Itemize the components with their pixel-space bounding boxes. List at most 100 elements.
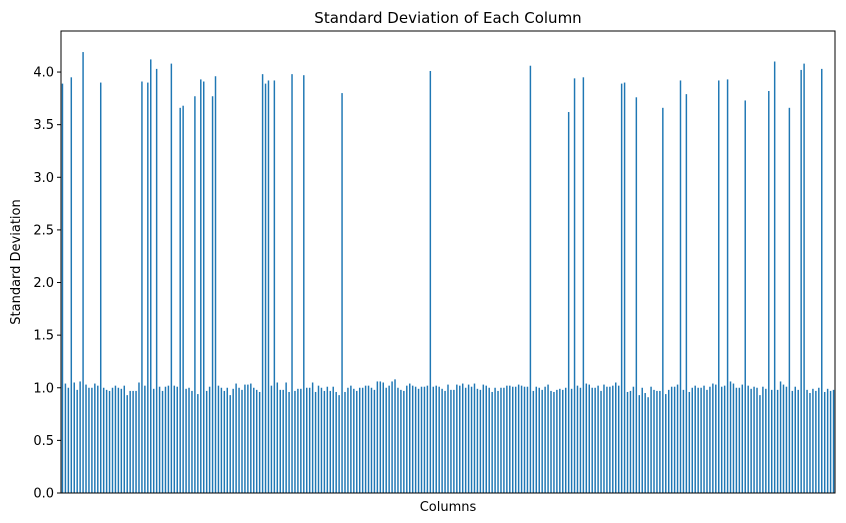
bar [491, 391, 493, 493]
bar [385, 387, 387, 493]
bar [235, 383, 237, 493]
bar [576, 385, 579, 493]
bar [768, 90, 770, 494]
bar [559, 388, 561, 493]
bar [570, 388, 573, 493]
bar [129, 390, 131, 493]
bar [120, 388, 123, 493]
bar [715, 384, 717, 493]
bar [444, 390, 446, 493]
bar [632, 386, 635, 493]
bar [821, 68, 823, 493]
bar [261, 74, 264, 494]
bar [670, 386, 673, 493]
bar [244, 384, 246, 493]
bar [376, 381, 379, 493]
bar [303, 75, 305, 493]
bar [785, 386, 788, 493]
bar [70, 77, 73, 493]
bar [276, 382, 279, 493]
bar [144, 385, 146, 493]
bar [247, 384, 249, 493]
bar [662, 107, 664, 493]
bar [258, 391, 261, 493]
bar [191, 390, 193, 493]
bar [426, 385, 429, 493]
y-tick-label: 0.5 [33, 434, 54, 449]
bar [450, 389, 452, 493]
bar [726, 79, 729, 493]
bar [332, 386, 334, 493]
bar [685, 94, 688, 493]
bar [353, 388, 355, 493]
bar [644, 393, 646, 493]
bar [338, 395, 340, 493]
bar [629, 390, 632, 493]
bar [253, 387, 255, 493]
bar [482, 384, 485, 493]
bar [441, 388, 443, 493]
bar [600, 390, 602, 493]
bar [650, 386, 652, 493]
bar [459, 385, 461, 493]
bar [488, 387, 490, 493]
bar [562, 389, 564, 493]
y-tick-label: 2.0 [33, 276, 54, 291]
bar [211, 96, 214, 493]
bar [167, 385, 170, 493]
bar [85, 384, 87, 493]
bar [288, 391, 290, 493]
bar [423, 386, 426, 493]
bar [782, 384, 785, 493]
bar [341, 93, 343, 493]
bar [756, 387, 758, 493]
bar [411, 385, 414, 493]
bar [656, 390, 658, 493]
bar [420, 386, 423, 493]
bar [706, 389, 708, 493]
bar [223, 390, 226, 493]
bar [194, 96, 196, 493]
bar [356, 390, 358, 493]
bar [79, 381, 81, 493]
bar [91, 387, 93, 493]
bar [617, 385, 620, 493]
bar [403, 390, 405, 493]
bar [773, 61, 776, 494]
bar [267, 80, 270, 494]
bar [447, 384, 449, 493]
bar [350, 385, 352, 493]
bar [479, 389, 482, 493]
bar [647, 397, 649, 493]
bar [464, 387, 467, 493]
bar [382, 382, 384, 493]
bar [709, 386, 711, 493]
bar [718, 80, 720, 494]
x-axis-label: Columns [420, 500, 477, 515]
bar [812, 388, 814, 493]
chart-title: Standard Deviation of Each Column [314, 9, 581, 27]
y-tick-label: 3.5 [33, 118, 54, 133]
bar [367, 385, 370, 493]
bar [823, 391, 826, 493]
bar [550, 390, 552, 493]
bar [470, 386, 473, 493]
bar [494, 387, 496, 493]
bar [429, 70, 432, 494]
bar [512, 386, 514, 493]
y-tick-label: 4.0 [33, 66, 54, 81]
bar [506, 385, 508, 493]
bar [255, 389, 258, 493]
bar [250, 383, 252, 493]
bar [797, 389, 799, 493]
bar [108, 390, 111, 493]
bar [97, 385, 99, 493]
bar [188, 387, 190, 493]
bar [99, 82, 102, 493]
bar [311, 382, 314, 493]
bar [691, 387, 693, 493]
bar [147, 82, 149, 493]
bar [270, 385, 273, 493]
bar [497, 390, 499, 493]
